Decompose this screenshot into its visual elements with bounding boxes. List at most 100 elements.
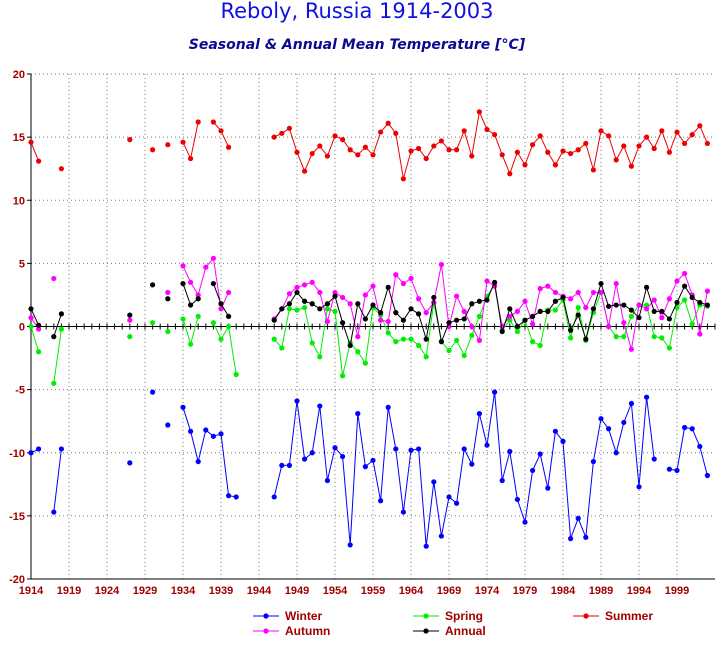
data-point-autumn <box>317 289 323 296</box>
data-point-summer <box>416 145 422 152</box>
data-point-annual <box>416 311 422 317</box>
data-point-winter <box>385 404 391 410</box>
data-point-winter <box>233 494 239 500</box>
data-point-winter <box>568 536 574 542</box>
data-point-winter <box>416 446 422 452</box>
data-point-summer <box>537 133 543 139</box>
data-point-annual <box>613 302 619 308</box>
series-spring <box>28 282 711 386</box>
data-point-spring <box>36 349 42 355</box>
data-point-winter <box>446 494 452 500</box>
data-point-summer <box>150 147 156 153</box>
data-point-autumn <box>180 263 186 269</box>
legend: Winter Spring Summer Autumn Annual <box>253 609 653 638</box>
data-point-autumn <box>636 302 642 308</box>
data-point-winter <box>271 494 277 500</box>
data-point-winter <box>393 446 399 452</box>
data-point-autumn <box>370 283 376 289</box>
data-point-annual <box>400 317 406 323</box>
data-point-autumn <box>302 282 308 288</box>
series-line-spring <box>212 322 237 375</box>
data-point-annual <box>188 302 194 308</box>
data-point-annual <box>362 316 368 322</box>
legend-label-autumn: Autumn <box>285 624 330 638</box>
series-summer <box>28 109 711 182</box>
y-tick-label: 15 <box>13 132 25 144</box>
data-point-spring <box>689 321 695 327</box>
data-point-summer <box>583 140 589 147</box>
data-point-autumn <box>400 280 406 287</box>
data-point-spring <box>332 308 338 314</box>
y-tick-label: 10 <box>13 195 25 207</box>
data-point-annual <box>484 297 490 303</box>
data-point-winter <box>294 398 300 404</box>
data-point-annual <box>704 302 711 308</box>
y-tick-label: 20 <box>13 69 25 81</box>
data-point-annual <box>469 301 475 307</box>
data-point-winter <box>484 442 490 448</box>
data-point-annual <box>127 312 133 318</box>
data-point-winter <box>180 404 186 410</box>
data-point-spring <box>226 323 232 330</box>
series-line-annual <box>53 313 62 337</box>
data-point-summer <box>385 120 391 126</box>
data-point-winter <box>469 461 475 467</box>
data-point-spring <box>393 339 399 345</box>
data-point-spring <box>613 334 619 340</box>
data-point-autumn <box>340 294 346 301</box>
data-point-autumn <box>613 280 619 287</box>
data-point-autumn <box>195 292 201 298</box>
data-point-spring <box>233 371 239 378</box>
data-point-summer <box>210 119 216 125</box>
data-point-annual <box>378 310 384 316</box>
data-point-winter <box>651 456 657 462</box>
data-point-annual <box>507 306 513 312</box>
y-tick-label: 5 <box>19 258 25 270</box>
data-point-annual <box>309 301 315 307</box>
data-point-annual <box>492 279 498 285</box>
data-point-annual <box>385 284 391 290</box>
y-tick-label: -15 <box>9 511 25 523</box>
data-point-spring <box>461 352 467 359</box>
data-point-spring <box>385 330 391 336</box>
data-point-summer <box>438 138 444 144</box>
data-point-summer <box>324 153 330 159</box>
data-point-winter <box>378 498 384 504</box>
data-point-autumn <box>507 313 513 319</box>
data-point-winter <box>203 427 209 433</box>
data-point-winter <box>636 484 642 490</box>
data-point-autumn <box>309 279 315 285</box>
data-point-winter <box>324 477 330 484</box>
legend-label-winter: Winter <box>285 609 323 623</box>
data-point-summer <box>514 149 521 155</box>
x-tick-label: 1974 <box>475 585 500 597</box>
data-point-winter <box>697 443 703 450</box>
data-point-summer <box>309 150 315 157</box>
data-point-winter <box>598 416 604 422</box>
series-line-winter <box>669 426 708 476</box>
data-point-autumn <box>188 279 194 285</box>
data-point-winter <box>621 419 627 426</box>
data-point-annual <box>530 313 536 319</box>
data-point-summer <box>355 152 361 158</box>
data-point-annual <box>423 336 429 342</box>
series-line-annual <box>30 308 40 326</box>
data-point-spring <box>446 347 452 354</box>
data-point-annual <box>51 334 57 340</box>
data-point-summer <box>271 134 277 140</box>
data-point-summer <box>378 129 384 135</box>
data-point-spring <box>180 316 186 322</box>
data-point-annual <box>286 301 292 307</box>
data-point-annual <box>689 294 695 301</box>
data-point-spring <box>271 336 277 342</box>
data-point-autumn <box>514 308 521 314</box>
chart-subtitle: Seasonal & Annual Mean Temperature [°C] <box>189 37 526 53</box>
data-point-winter <box>454 500 460 506</box>
data-point-spring <box>324 306 330 312</box>
data-point-annual <box>575 312 581 318</box>
data-point-spring <box>537 342 543 349</box>
data-point-summer <box>423 155 429 162</box>
data-point-autumn <box>210 255 216 261</box>
data-point-winter <box>644 394 650 400</box>
